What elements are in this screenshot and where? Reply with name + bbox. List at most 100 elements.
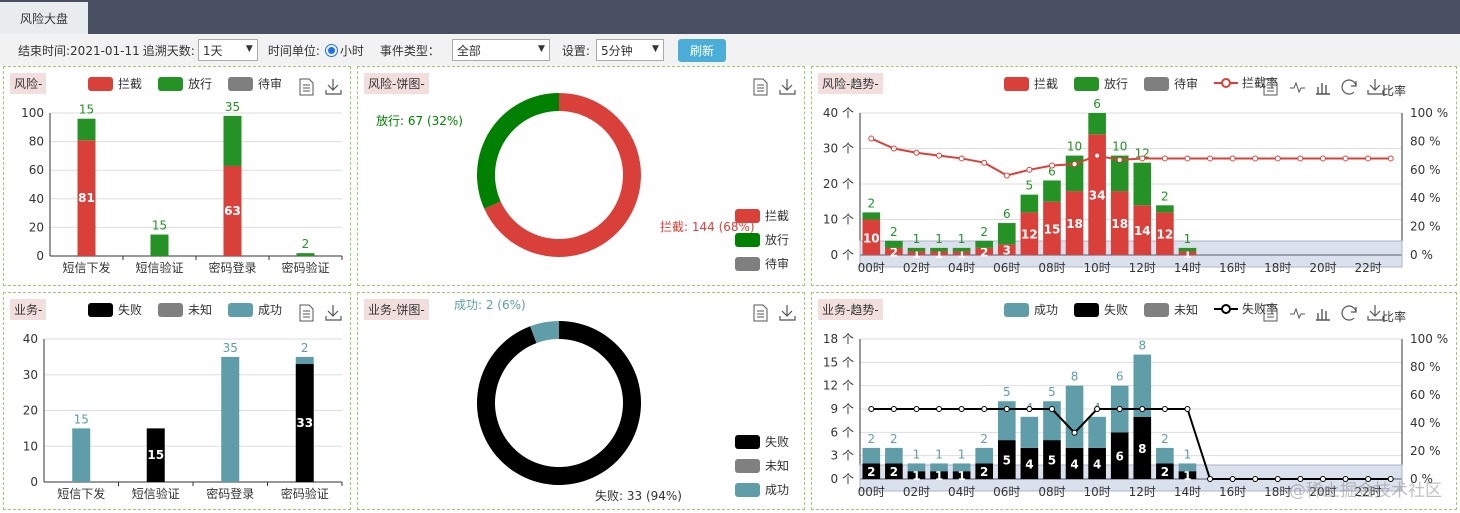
rate-point (1139, 155, 1146, 162)
data-label: 1 (935, 247, 943, 261)
bar-成功 (930, 463, 948, 472)
y-tick-label: 100 (21, 106, 44, 120)
x-tick-label: 密码验证 (281, 486, 329, 501)
bar-失败 (930, 471, 948, 479)
y-tick-label: 0 个 (831, 248, 854, 262)
event-type-value: 全部 (456, 43, 481, 58)
data-label: 8 (1071, 370, 1079, 384)
legend-swatch (228, 77, 253, 91)
tab-risk-dashboard[interactable]: 风险大盘 (0, 0, 88, 34)
y2-tick-label: 0 % (1410, 472, 1433, 486)
legend-swatch (88, 77, 113, 91)
download-icon (779, 305, 796, 321)
panel-title: 业务- (10, 299, 47, 320)
lookback-value: 1天 (202, 43, 223, 58)
bar-拦截 (930, 251, 948, 255)
bar-拦截 (885, 247, 903, 255)
x-tick-label: 短信验证 (135, 260, 183, 275)
data-label: 1 (912, 247, 920, 261)
y-tick-label: 9 个 (831, 402, 854, 416)
bar-失败 (1110, 432, 1129, 479)
legend-label: 成功 (258, 303, 282, 317)
y-tick-label: 18 个 (823, 332, 854, 346)
rate-point (1116, 156, 1123, 163)
legend-label: 放行 (765, 232, 789, 247)
rate-point (958, 406, 965, 412)
rate-point (1094, 406, 1101, 412)
bar-成功 (862, 447, 881, 464)
y-tick-label: 10 (23, 439, 38, 453)
bar-放行 (975, 240, 994, 248)
event-type-select[interactable]: 全部 ▼ (451, 39, 550, 61)
y-tick-label: 3 个 (831, 449, 854, 463)
bar-拦截 (1043, 201, 1061, 255)
data-label: 8 (1138, 442, 1146, 456)
data-label: 2 (890, 465, 898, 479)
legend-swatch (735, 209, 760, 223)
rate-point (1094, 152, 1101, 159)
bar-失败 (1020, 447, 1039, 479)
document-icon (753, 304, 768, 322)
data-label: 63 (224, 204, 241, 218)
data-label: 2 (867, 432, 875, 446)
refresh-icon (1341, 305, 1357, 321)
rate-point (1207, 476, 1214, 482)
data-label: 1 (935, 469, 943, 483)
legend-swatch (735, 257, 760, 271)
data-label: 6 (1003, 207, 1011, 221)
panel-risk-trend: 风险-趋势- 0 个 10 个 20 个 30 个 40 个 0 % 20 % 40 % 60 … (811, 66, 1457, 286)
rate-line (870, 137, 1391, 177)
ratio-label: 比率 (1382, 83, 1406, 98)
legend-label: 成功 (765, 483, 789, 497)
legend-swatch (735, 435, 760, 449)
panel-title: 业务-饼图- (364, 299, 429, 320)
bar-成功 (1043, 401, 1061, 441)
data-label: 1 (935, 447, 943, 461)
data-label: 5 (1003, 454, 1011, 468)
data-label: 15 (152, 219, 167, 233)
rate-point (1387, 155, 1394, 162)
refresh-button[interactable]: 刷新 (677, 38, 726, 62)
y2-tick-label: 80 % (1410, 360, 1441, 374)
data-label: 1 (958, 447, 966, 461)
data-label: 1 (1184, 232, 1192, 246)
y-tick-label: 10 个 (823, 213, 854, 227)
time-unit-radio[interactable] (324, 43, 338, 57)
time-unit-label: 时间单位: (267, 43, 320, 58)
bar-成功 (885, 447, 903, 464)
setting-select[interactable]: 5分钟 ▼ (595, 39, 664, 61)
legend-label: 待审 (765, 256, 789, 271)
legend-swatch (1004, 303, 1029, 317)
rate-point (1365, 476, 1372, 482)
filter-toolbar: 结束时间:2021-01-11 追溯天数: 1天 ▼ 时间单位: 小时 事件类型：… (0, 34, 1460, 66)
y-tick-label: 0 (36, 249, 44, 263)
rate-point (1252, 155, 1259, 162)
watermark: @稀土掘金技术社区 (1289, 481, 1442, 501)
rate-point (1048, 162, 1055, 169)
legend-label: 失败 (765, 434, 789, 449)
y-tick-label: 0 (30, 475, 38, 489)
data-label: 35 (225, 100, 240, 114)
bar-失败 (1043, 440, 1061, 479)
chevron-down-icon: ▼ (245, 44, 253, 54)
bar-拦截 (1156, 212, 1174, 255)
slice-label: 成功: 2 (6%) (454, 298, 526, 312)
biz-bar-chart: 0 10 20 30 40 短信下发 15 短信验证 15 密码登录 35 密码验证 33 2 失败 未知 成功 (23, 302, 343, 501)
y-tick-label: 30 (23, 368, 38, 382)
data-label: 81 (78, 191, 95, 205)
y-tick-label: 15 个 (823, 355, 854, 369)
data-label: 18 (1111, 217, 1128, 231)
risk-bar-chart: 0 20 40 60 80 100 短信下发 81 15 短信验证 15 密码登录 63 35 密码验证 2 拦… (21, 76, 343, 275)
data-label: 2 (302, 237, 310, 251)
lookback-select[interactable]: 1天 ▼ (197, 39, 258, 61)
line-chart-icon (1290, 307, 1305, 320)
download-icon (779, 79, 796, 95)
line-chart-icon (1290, 81, 1305, 94)
pie-slice-成功 (530, 321, 559, 344)
legend-label: 未知 (765, 459, 789, 473)
rate-point (958, 155, 965, 162)
data-label: 2 (301, 341, 309, 355)
x-tick-label: 00时 (858, 485, 885, 499)
bar-拦截 (1178, 251, 1197, 255)
